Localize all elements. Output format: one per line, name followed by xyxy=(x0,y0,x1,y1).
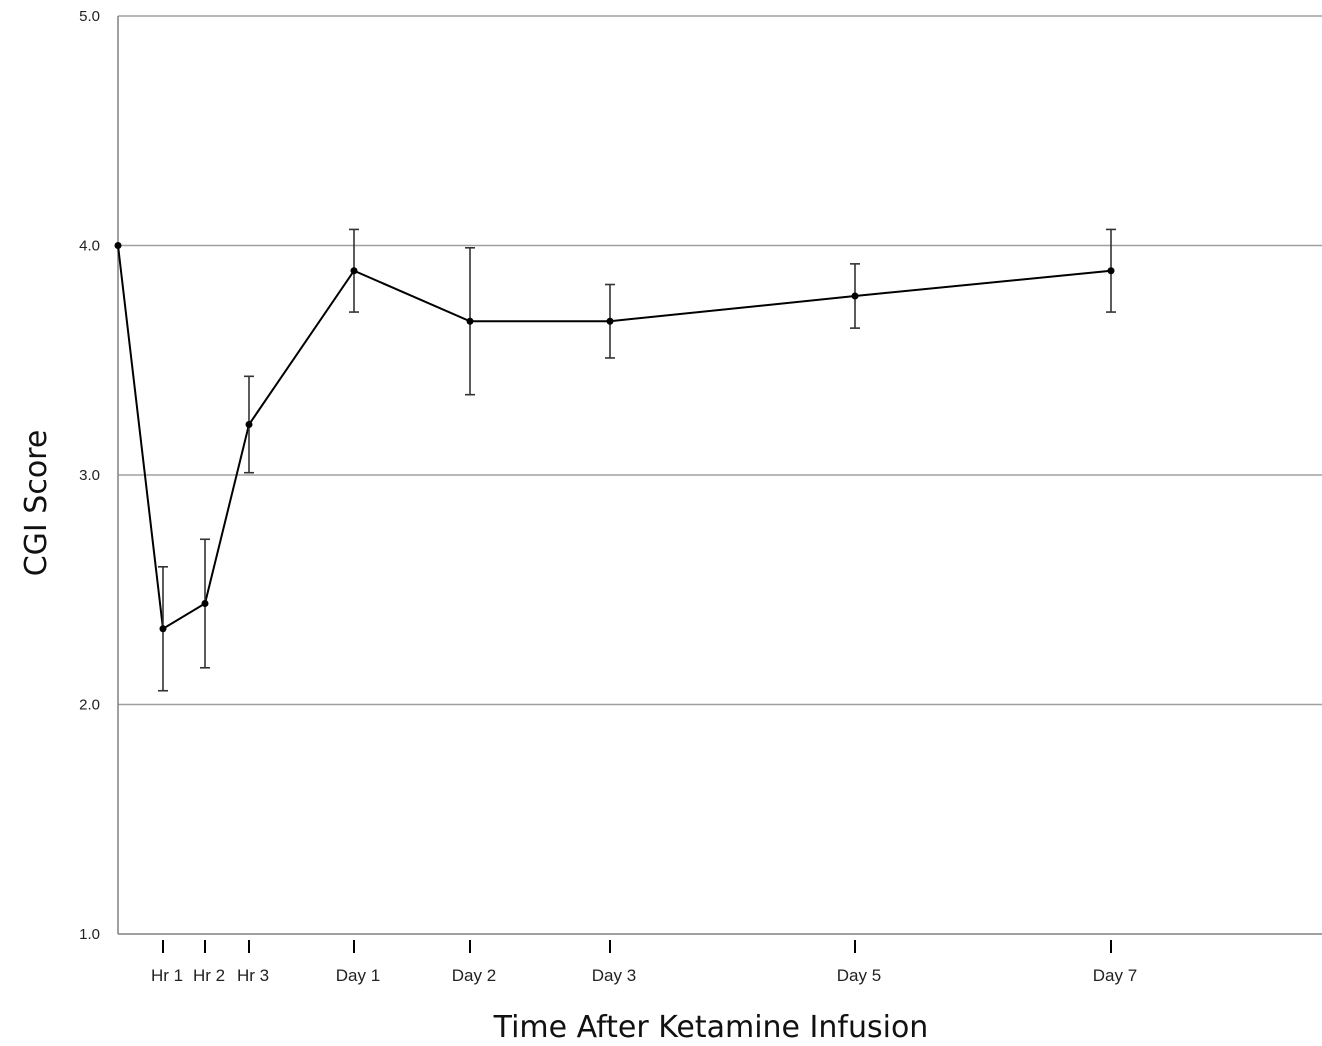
y-tick-label: 4.0 xyxy=(79,238,100,255)
x-tick-label: Day 5 xyxy=(837,966,881,985)
y-axis-title: CGI Score xyxy=(19,430,54,577)
grid-lines xyxy=(118,15,1322,706)
y-tick-label: 3.0 xyxy=(79,467,100,484)
x-tick-label: Day 2 xyxy=(452,966,496,985)
data-point xyxy=(606,317,614,325)
data-point xyxy=(350,267,358,275)
data-point xyxy=(245,421,253,429)
data-series xyxy=(114,228,1116,692)
data-point xyxy=(851,292,859,300)
data-point xyxy=(114,242,122,249)
data-point xyxy=(1107,267,1115,275)
data-point xyxy=(466,317,474,325)
x-tick-label: Hr 3 xyxy=(237,966,269,985)
x-tick-label: Day 3 xyxy=(592,966,636,985)
x-axis-title: Time After Ketamine Infusion xyxy=(493,1010,929,1045)
data-point xyxy=(159,625,167,633)
series-line xyxy=(117,245,1112,631)
x-tick-label: Hr 2 xyxy=(193,966,225,985)
x-ticks: Hr 1 Hr 2 Hr 3 Day 1 Day 2 Day 3 Day 5 Day 7 xyxy=(151,940,1137,985)
data-point xyxy=(201,600,209,608)
y-tick-label: 2.0 xyxy=(79,697,100,714)
y-tick-label: 1.0 xyxy=(79,926,100,943)
y-tick-labels: 1.0 2.0 3.0 4.0 5.0 xyxy=(79,8,100,943)
y-tick-label: 5.0 xyxy=(79,8,100,25)
axes xyxy=(117,16,1322,935)
x-tick-label: Day 1 xyxy=(336,966,380,985)
x-tick-label: Day 7 xyxy=(1093,966,1137,985)
x-tick-label: Hr 1 xyxy=(151,966,183,985)
